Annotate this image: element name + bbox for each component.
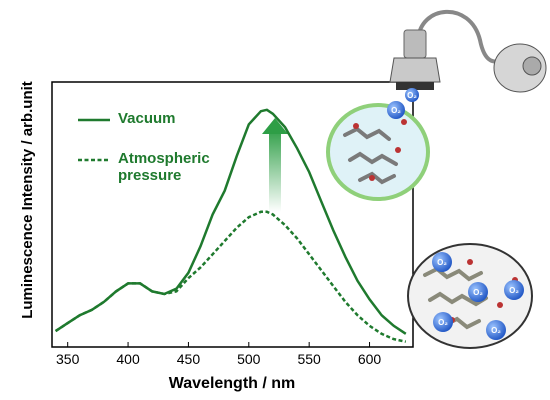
o2-label: O₂ [407, 91, 417, 100]
increase-arrow [262, 118, 288, 212]
o2-label: O₂ [491, 326, 501, 335]
y-axis-label: Luminescence Intensity / arb.unit [19, 81, 36, 319]
x-tick-label: 500 [237, 351, 261, 367]
legend-label: Atmospheric pressure [118, 150, 210, 184]
x-axis-label: Wavelength / nm [169, 375, 296, 392]
vacuum-molecule-view [326, 101, 430, 201]
o2-label: O₂ [473, 288, 483, 297]
series-line [54, 210, 407, 343]
legend-label: Vacuum [118, 110, 176, 127]
x-tick-label: 550 [297, 351, 321, 367]
x-tick-label: 450 [177, 351, 201, 367]
x-tick-label: 350 [56, 351, 80, 367]
x-tick-label: 400 [116, 351, 140, 367]
x-tick-label: 600 [358, 351, 382, 367]
atmospheric-molecule-view [407, 243, 533, 349]
o2-label: O₂ [437, 258, 447, 267]
legend-entry: Atmospheric pressure [118, 150, 210, 184]
o2-label: O₂ [438, 318, 448, 327]
legend-entry: Vacuum [118, 110, 176, 127]
o2-label: O₂ [509, 286, 519, 295]
vacuum-pump [389, 9, 547, 102]
o2-label: O₂ [391, 106, 401, 115]
